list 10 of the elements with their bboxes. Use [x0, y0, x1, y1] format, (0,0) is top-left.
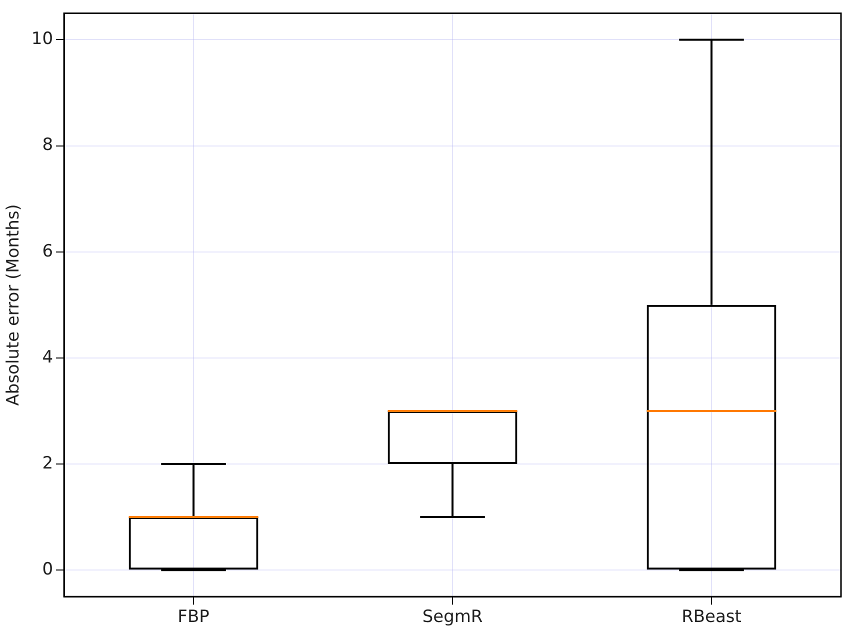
x-tick-label: FBP: [178, 607, 210, 628]
y-tick-label: 0: [42, 560, 54, 580]
y-tick-label: 6: [42, 241, 54, 262]
y-axis-title: Absolute error (Months): [4, 204, 24, 406]
y-tick-label: 8: [42, 135, 54, 156]
y-tick-label: 4: [42, 347, 54, 368]
x-tick-label: RBeast: [682, 607, 742, 628]
x-tick-label: SegmR: [422, 607, 483, 628]
y-tick-label: 10: [31, 29, 54, 50]
y-tick-label: 2: [42, 453, 54, 474]
